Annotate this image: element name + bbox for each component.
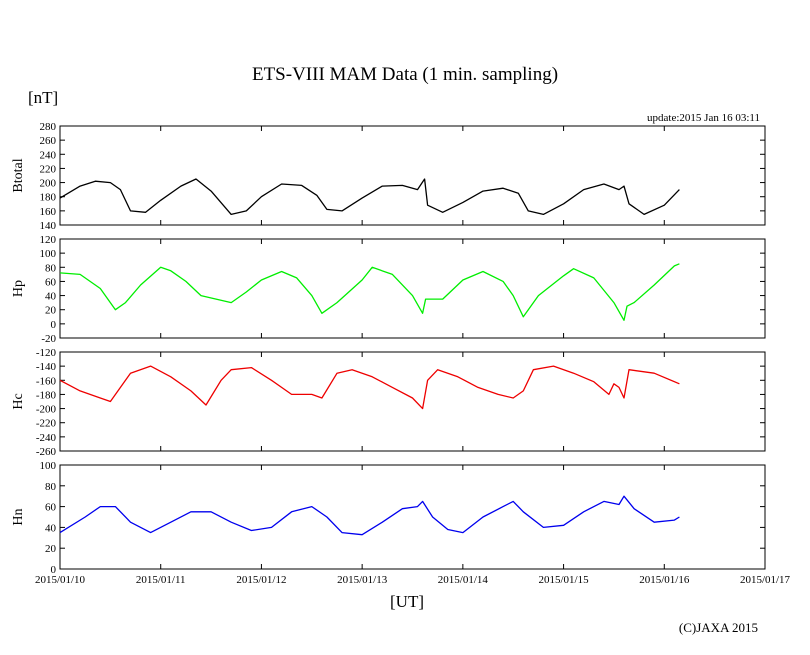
y-tick-label: -240 <box>36 432 57 444</box>
x-tick-label: 2015/01/14 <box>438 574 489 586</box>
copyright-notice: (C)JAXA 2015 <box>678 620 758 635</box>
y-tick-label: 80 <box>45 481 57 493</box>
panel-hp: -20 0 20 40 60 80 100 120 Hp <box>11 234 766 345</box>
y-unit-label: [nT] <box>28 88 59 107</box>
plot-frame <box>59 238 766 339</box>
y-tick-label: 20 <box>45 543 57 555</box>
y-tick-label: 80 <box>45 262 57 274</box>
y-tick-label: -260 <box>36 446 57 458</box>
chart-title: ETS-VIII MAM Data (1 min. sampling) <box>251 64 559 85</box>
y-tick-label: 140 <box>40 220 57 232</box>
panel-hc: -260 -240 -220 -200 -180 -160 -140 -120 Hc <box>11 347 766 458</box>
y-tick-label: 260 <box>40 135 57 147</box>
x-tick-label: 2015/01/10 <box>35 574 86 586</box>
y-tick-label: 60 <box>45 276 57 288</box>
x-tick-label: 2015/01/17 <box>740 574 791 586</box>
y-axis-label: Hp <box>11 280 26 297</box>
series-line-hn <box>59 495 680 536</box>
y-axis-label: Hc <box>11 393 26 409</box>
plot-frame <box>59 351 766 452</box>
panel-btotal: 140 160 180 200 220 240 260 280 Btotal <box>11 121 766 232</box>
y-tick-label: 160 <box>40 206 57 218</box>
y-tick-label: 0 <box>51 564 57 576</box>
x-tick-label: 2015/01/13 <box>337 574 388 586</box>
y-tick-label: -200 <box>36 404 57 416</box>
y-tick-label: 40 <box>45 291 57 303</box>
update-timestamp: update:2015 Jan 16 03:11 <box>647 112 760 124</box>
y-tick-label: 240 <box>40 149 57 161</box>
y-tick-label: 200 <box>40 178 57 190</box>
x-axis-label: [UT] <box>390 592 424 611</box>
y-tick-label: 20 <box>45 305 57 317</box>
y-tick-label: -120 <box>36 347 57 359</box>
panel-hn: 0 20 40 60 80 100 Hn <box>11 460 766 576</box>
y-tick-label: -20 <box>41 333 56 345</box>
series-line-hc <box>59 365 680 410</box>
x-tick-label: 2015/01/15 <box>539 574 590 586</box>
y-tick-label: -180 <box>36 389 57 401</box>
y-tick-label: 0 <box>51 319 57 331</box>
y-tick-label: 120 <box>40 234 57 246</box>
plot-frame <box>59 464 766 570</box>
y-tick-label: -220 <box>36 418 57 430</box>
plot-frame <box>59 125 766 226</box>
x-tick-label: 2015/01/11 <box>136 574 186 586</box>
y-tick-label: -160 <box>36 375 57 387</box>
y-axis-label: Hn <box>11 508 26 525</box>
series-line-hp <box>59 263 680 321</box>
x-tick-label: 2015/01/16 <box>639 574 690 586</box>
series-line-btotal <box>59 178 680 216</box>
y-tick-label: 280 <box>40 121 57 133</box>
y-axis-label: Btotal <box>11 158 26 192</box>
y-tick-label: 100 <box>40 460 57 472</box>
y-tick-label: 180 <box>40 192 57 204</box>
y-tick-label: 60 <box>45 502 57 514</box>
y-tick-label: 40 <box>45 522 57 534</box>
y-tick-label: 100 <box>40 248 57 260</box>
y-tick-label: -140 <box>36 361 57 373</box>
x-tick-label: 2015/01/12 <box>236 574 286 586</box>
y-tick-label: 220 <box>40 163 57 175</box>
